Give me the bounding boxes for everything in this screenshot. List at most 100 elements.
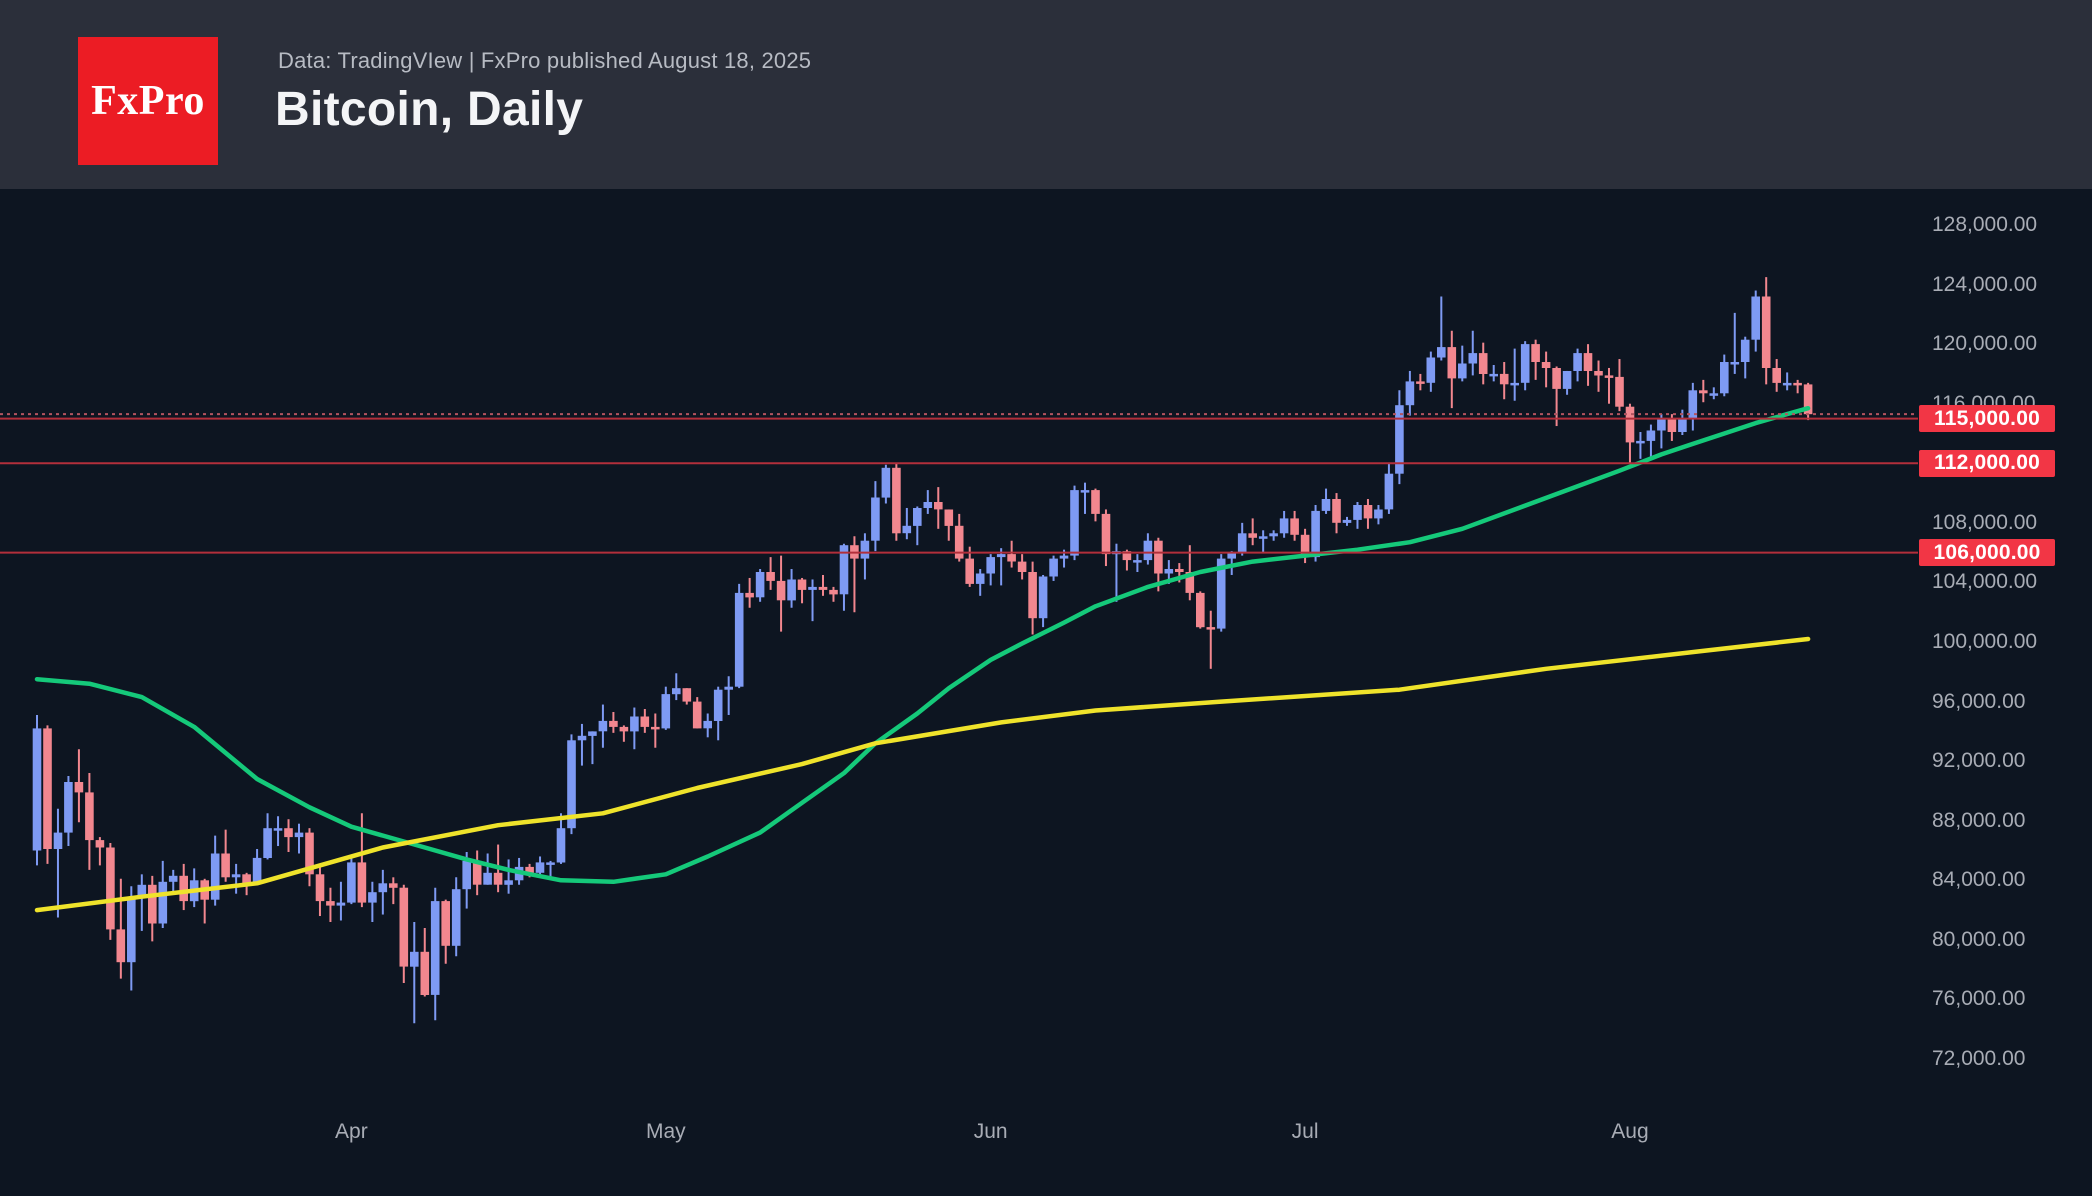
candle-body — [336, 902, 346, 906]
candle-body — [975, 573, 985, 584]
candle-body — [231, 874, 241, 878]
candle-body — [1143, 540, 1153, 561]
candle-body — [661, 694, 671, 729]
candle-body — [1080, 490, 1090, 493]
candle-body — [619, 726, 629, 732]
candle-body — [703, 720, 712, 729]
candle-body — [315, 874, 325, 902]
candle-body — [713, 689, 723, 721]
candle-body — [1636, 440, 1645, 444]
candle-body — [1646, 430, 1656, 441]
candle-body — [1709, 393, 1719, 396]
candle-body — [818, 586, 828, 590]
candle-body — [954, 525, 964, 559]
candle-body — [357, 862, 367, 903]
candle-body — [1175, 569, 1184, 572]
candle-body — [787, 579, 796, 601]
candle-body — [137, 884, 147, 897]
candle-body — [860, 540, 870, 559]
candle-body — [598, 720, 608, 732]
candle-body — [472, 860, 482, 885]
candle-body — [1248, 533, 1257, 538]
candle-body — [43, 728, 52, 849]
candle-body — [1332, 499, 1341, 523]
candle-body — [158, 881, 168, 924]
month-label-jul: Jul — [1291, 1120, 1319, 1143]
candle-body — [672, 688, 681, 695]
month-label-jun: Jun — [973, 1120, 1008, 1143]
candle-body — [1363, 505, 1373, 519]
candle-body — [1782, 382, 1792, 386]
candle-body — [504, 880, 513, 885]
candle-body — [493, 872, 503, 885]
candle-body — [127, 896, 136, 963]
candle-body — [294, 832, 304, 838]
candle-body — [1269, 533, 1278, 537]
candle-body — [1520, 344, 1530, 383]
candle-body — [1405, 381, 1415, 406]
candle-body — [1206, 627, 1216, 630]
y-axis-label: 128,000.00 — [1932, 213, 2038, 236]
y-axis-label: 108,000.00 — [1932, 510, 2038, 534]
candle-body — [871, 497, 880, 541]
candle-body — [1216, 558, 1226, 629]
candle-body — [1028, 572, 1037, 619]
candle-body — [1300, 534, 1310, 558]
candle-body — [179, 875, 188, 902]
candle-body — [1049, 558, 1058, 577]
fxpro-logo: FxPro — [78, 37, 218, 165]
candle-body — [1279, 518, 1289, 534]
candle-body — [755, 572, 765, 598]
candle-body — [1531, 344, 1540, 362]
candle-body — [766, 572, 775, 581]
candle-body — [1761, 296, 1771, 368]
candle-body — [210, 853, 220, 900]
candle-body — [378, 883, 388, 893]
y-axis-label: 120,000.00 — [1932, 332, 2038, 356]
price-level-badge: 112,000.00 — [1919, 449, 2055, 477]
candle-body — [1740, 339, 1750, 362]
month-label-may: May — [645, 1120, 686, 1143]
candle-body — [1604, 375, 1614, 378]
candle-body — [1499, 373, 1509, 385]
y-axis-label: 76,000.00 — [1932, 987, 2026, 1011]
candle-body — [1017, 561, 1027, 572]
candle-body — [797, 579, 807, 590]
candle-body — [1321, 499, 1331, 511]
candle-body — [934, 502, 943, 510]
candle-body — [1583, 353, 1593, 371]
candle-body — [1468, 353, 1478, 364]
candle-body — [1478, 353, 1488, 374]
candle-body — [724, 686, 733, 690]
candle-body — [273, 828, 283, 831]
candle-body — [1101, 513, 1111, 555]
candle-body — [85, 792, 94, 841]
candle-body — [399, 887, 409, 967]
candle-body — [1290, 518, 1299, 535]
candle-body — [1489, 373, 1498, 377]
candle-body — [808, 586, 817, 590]
price-level-badge: 106,000.00 — [1919, 539, 2055, 567]
candle-body — [630, 716, 639, 732]
candle-body — [95, 840, 105, 848]
candle-body — [881, 467, 891, 498]
candle-body — [1384, 473, 1394, 510]
chart-area[interactable]: 128,000.00 124,000.00 120,000.00 116,000.00… — [0, 189, 2092, 1196]
candle-body — [1437, 347, 1446, 358]
candle-body — [430, 901, 440, 995]
candle-body — [892, 467, 901, 534]
month-label-aug: Aug — [1611, 1120, 1649, 1143]
candle-body — [546, 862, 555, 865]
candle-body — [734, 592, 744, 687]
candle-body — [441, 901, 450, 946]
candle-body — [1416, 381, 1425, 384]
header: FxPro Data: TradingVIew | FxPro publishe… — [0, 0, 2092, 189]
candle-body — [305, 832, 314, 875]
candle-body — [923, 502, 933, 508]
candle-body — [64, 782, 73, 833]
candle-body — [483, 872, 492, 885]
candle-body — [588, 731, 597, 736]
candle-body — [1562, 371, 1572, 389]
candle-body — [1059, 555, 1069, 559]
